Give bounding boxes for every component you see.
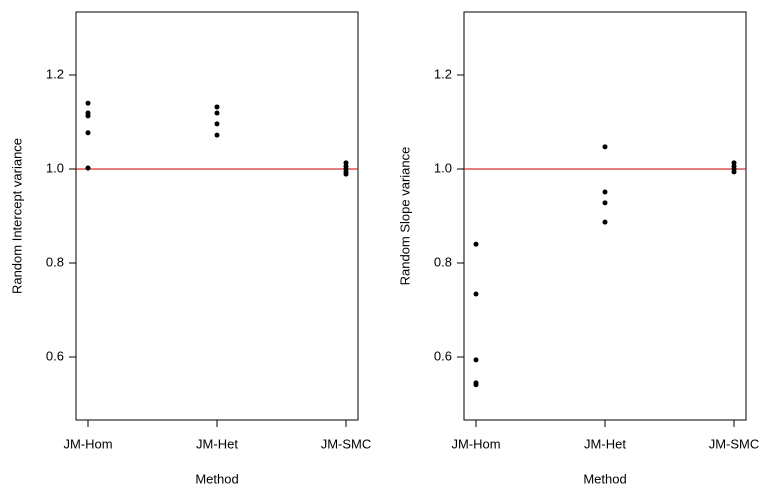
x-axis-label: Method <box>195 471 238 486</box>
y-tick-label: 0.8 <box>46 254 64 269</box>
x-tick-label: JM-SMC <box>709 436 760 451</box>
y-axis-label: Random Intercept variance <box>9 138 24 294</box>
y-tick-label: 1.0 <box>434 160 452 175</box>
y-tick-label: 1.2 <box>46 66 64 81</box>
point <box>343 171 349 177</box>
point <box>214 121 220 127</box>
point <box>214 104 220 110</box>
point <box>473 357 479 363</box>
y-tick-label: 0.8 <box>434 254 452 269</box>
point <box>602 219 608 225</box>
plot-frame <box>463 11 747 421</box>
x-tick-label: JM-Het <box>196 436 238 451</box>
point <box>731 169 737 175</box>
point <box>473 241 479 247</box>
x-tick-label: JM-Het <box>584 436 626 451</box>
y-axis-label: Random Slope variance <box>397 147 412 286</box>
x-tick-label: JM-Hom <box>451 436 500 451</box>
point <box>602 189 608 195</box>
y-tick-label: 1.0 <box>46 160 64 175</box>
x-axis-label: Method <box>583 471 626 486</box>
point <box>85 113 91 119</box>
point <box>473 382 479 388</box>
point <box>214 110 220 116</box>
point <box>473 291 479 297</box>
point <box>85 100 91 106</box>
point <box>85 165 91 171</box>
point <box>85 130 91 136</box>
point <box>214 132 220 138</box>
y-tick-label: 1.2 <box>434 66 452 81</box>
point <box>602 144 608 150</box>
y-tick-label: 0.6 <box>434 348 452 363</box>
x-tick-label: JM-Hom <box>63 436 112 451</box>
plot-frame <box>75 11 359 421</box>
point <box>602 200 608 206</box>
y-tick-label: 0.6 <box>46 348 64 363</box>
x-tick-label: JM-SMC <box>321 436 372 451</box>
